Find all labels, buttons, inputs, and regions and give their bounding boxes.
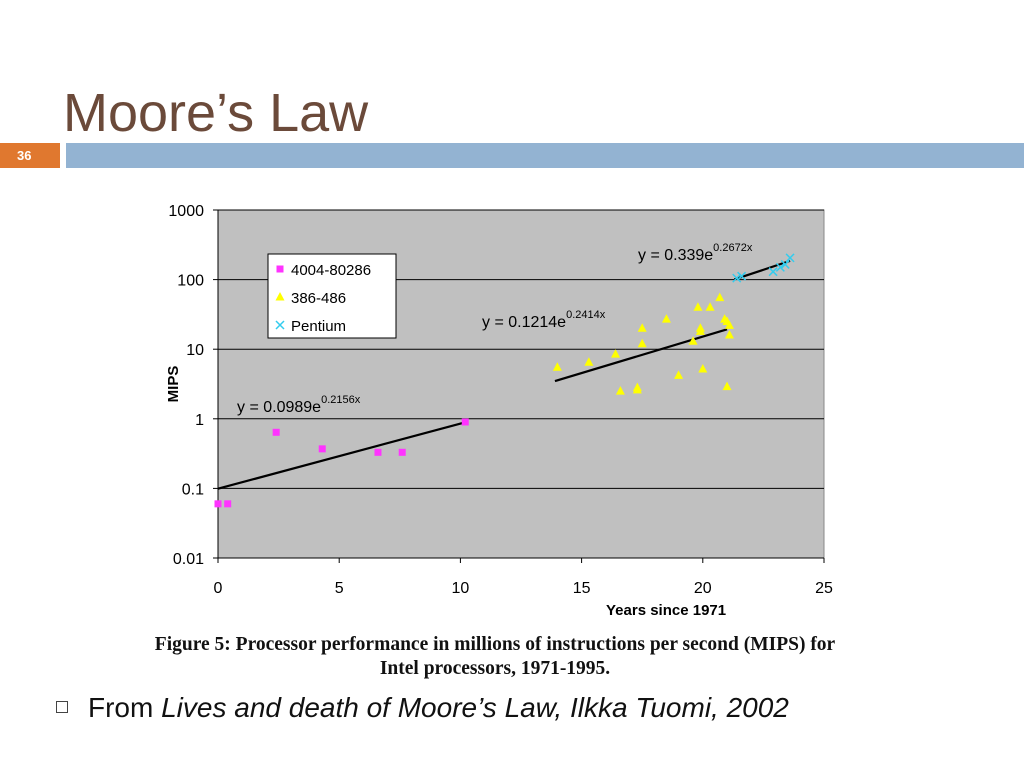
x-tick-label: 0 (214, 580, 223, 597)
legend-label: 386-486 (291, 290, 346, 307)
square-bullet-icon (56, 700, 68, 713)
x-tick-label: 25 (815, 580, 833, 597)
data-point (272, 428, 280, 436)
data-point (732, 273, 742, 283)
data-point (785, 253, 795, 263)
figure-caption-line-2: Intel processors, 1971-1995. (379, 658, 611, 679)
legend: 4004-80286 386-486 Pentium (267, 253, 397, 339)
legend-label: 4004-80286 (291, 262, 371, 279)
x-tick-label: 10 (452, 580, 470, 597)
data-point (318, 445, 326, 453)
data-point (693, 302, 703, 311)
legend-box (267, 253, 397, 339)
slide-title: Moore’s Law (63, 83, 369, 143)
data-point (224, 500, 232, 508)
source-bullet: From Lives and death of Moore’s Law, Ilk… (56, 692, 789, 724)
data-point (584, 357, 594, 366)
data-point (674, 370, 684, 379)
legend-label: Pentium (291, 318, 346, 335)
y-tick-label: 0.01 (173, 551, 204, 568)
y-tick-labels: 1000 100 10 1 0.1 0.01 (168, 203, 218, 568)
trend-lines (217, 259, 791, 490)
legend-marker (275, 320, 285, 330)
data-point (705, 302, 715, 311)
source-prefix: From (88, 692, 162, 723)
trend-line (217, 421, 466, 490)
data-point (724, 329, 734, 339)
legend-marker (276, 265, 284, 273)
data-point (461, 418, 469, 426)
data-point (398, 448, 406, 456)
y-tick-label: 100 (177, 273, 204, 290)
x-axis-label: Years since 1971 (606, 602, 726, 619)
y-tick-label: 1000 (168, 203, 204, 220)
data-points (214, 253, 795, 508)
y-tick-label: 1 (195, 412, 204, 429)
data-point (637, 323, 647, 332)
data-point (374, 448, 382, 456)
x-tick-label: 5 (335, 580, 344, 597)
y-axis-label: MIPS (165, 366, 182, 403)
source-citation: Lives and death of Moore’s Law, Ilkka Tu… (161, 692, 789, 723)
data-point (632, 382, 642, 392)
y-tick-label: 10 (186, 342, 204, 359)
trend-line (554, 328, 728, 383)
data-point (615, 386, 625, 395)
data-point (214, 500, 222, 508)
data-point (661, 314, 671, 323)
data-point (552, 362, 562, 371)
data-point (688, 336, 698, 345)
data-point (768, 267, 778, 277)
x-tick-label: 20 (694, 580, 712, 597)
legend-marker (275, 292, 285, 301)
data-point (698, 363, 708, 373)
data-point (637, 338, 647, 348)
y-tick-label: 0.1 (182, 481, 204, 498)
trend-line (733, 259, 791, 281)
x-tick-label: 15 (573, 580, 591, 597)
data-point (611, 349, 621, 358)
slide-number-badge: 36 (0, 143, 60, 168)
data-point (737, 271, 747, 281)
data-point (715, 292, 725, 302)
data-point (722, 381, 732, 391)
data-point (780, 259, 790, 269)
data-point (724, 320, 734, 329)
data-point (695, 326, 705, 335)
data-point (775, 262, 785, 272)
header-bar (66, 143, 1024, 168)
figure-caption-line-1: Figure 5: Processor performance in milli… (154, 634, 836, 655)
x-tick-labels: 0 5 10 15 20 25 (214, 558, 833, 597)
